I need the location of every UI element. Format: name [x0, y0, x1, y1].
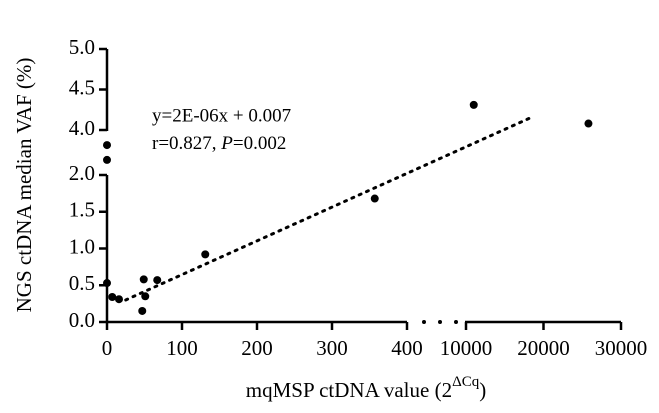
y-tick-label: 1.0 — [69, 234, 95, 258]
y-tick-label: 4.5 — [69, 75, 95, 99]
x-axis-title: mqMSP ctDNA value (2ΔCq) — [246, 374, 486, 401]
p-text: =0.002 — [233, 133, 286, 154]
x-title-main: mqMSP ctDNA value (2 — [246, 378, 452, 402]
y-tick-label: 5.0 — [69, 35, 95, 59]
correlation: r=0.827, P=0.002 — [152, 133, 286, 154]
x-tick-label: 100 — [166, 336, 198, 360]
x-tick-label: 0 — [102, 336, 113, 360]
y-tick-label: 0.5 — [69, 271, 95, 295]
x-tick-label: 10000 — [440, 336, 493, 360]
point — [139, 275, 148, 284]
point — [370, 194, 379, 203]
equation: y=2E-06x + 0.007 — [152, 105, 291, 126]
x-tick-label: 300 — [316, 336, 348, 360]
y-tick-label: 4.0 — [69, 116, 95, 140]
y-tick-label: 2.0 — [69, 161, 95, 185]
point — [115, 295, 123, 304]
point — [103, 141, 111, 150]
x-tick-label: 30000 — [595, 336, 648, 360]
x-title-end: ) — [479, 378, 486, 402]
axis-break-dot — [454, 320, 458, 324]
y-tick-label: 0.0 — [69, 308, 95, 332]
point — [138, 306, 147, 315]
y-tick-label: 1.5 — [69, 198, 95, 222]
axis-break-dot — [422, 320, 426, 324]
p-symbol: P — [220, 133, 233, 154]
point — [469, 100, 478, 109]
trend-line — [124, 116, 532, 302]
x-tick-label: 20000 — [517, 336, 570, 360]
x-title-sup: ΔCq — [452, 374, 480, 390]
point — [584, 119, 593, 128]
y-axis-title: NGS ctDNA median VAF (%) — [12, 58, 36, 313]
x-tick-label: 400 — [391, 336, 423, 360]
point — [108, 293, 117, 302]
point — [103, 155, 111, 164]
point — [141, 292, 150, 301]
point — [201, 250, 210, 259]
axis-break-dot — [438, 320, 442, 324]
x-tick-label: 200 — [241, 336, 273, 360]
r-text: r=0.827, — [152, 133, 221, 154]
point — [153, 276, 162, 285]
point — [103, 279, 111, 288]
